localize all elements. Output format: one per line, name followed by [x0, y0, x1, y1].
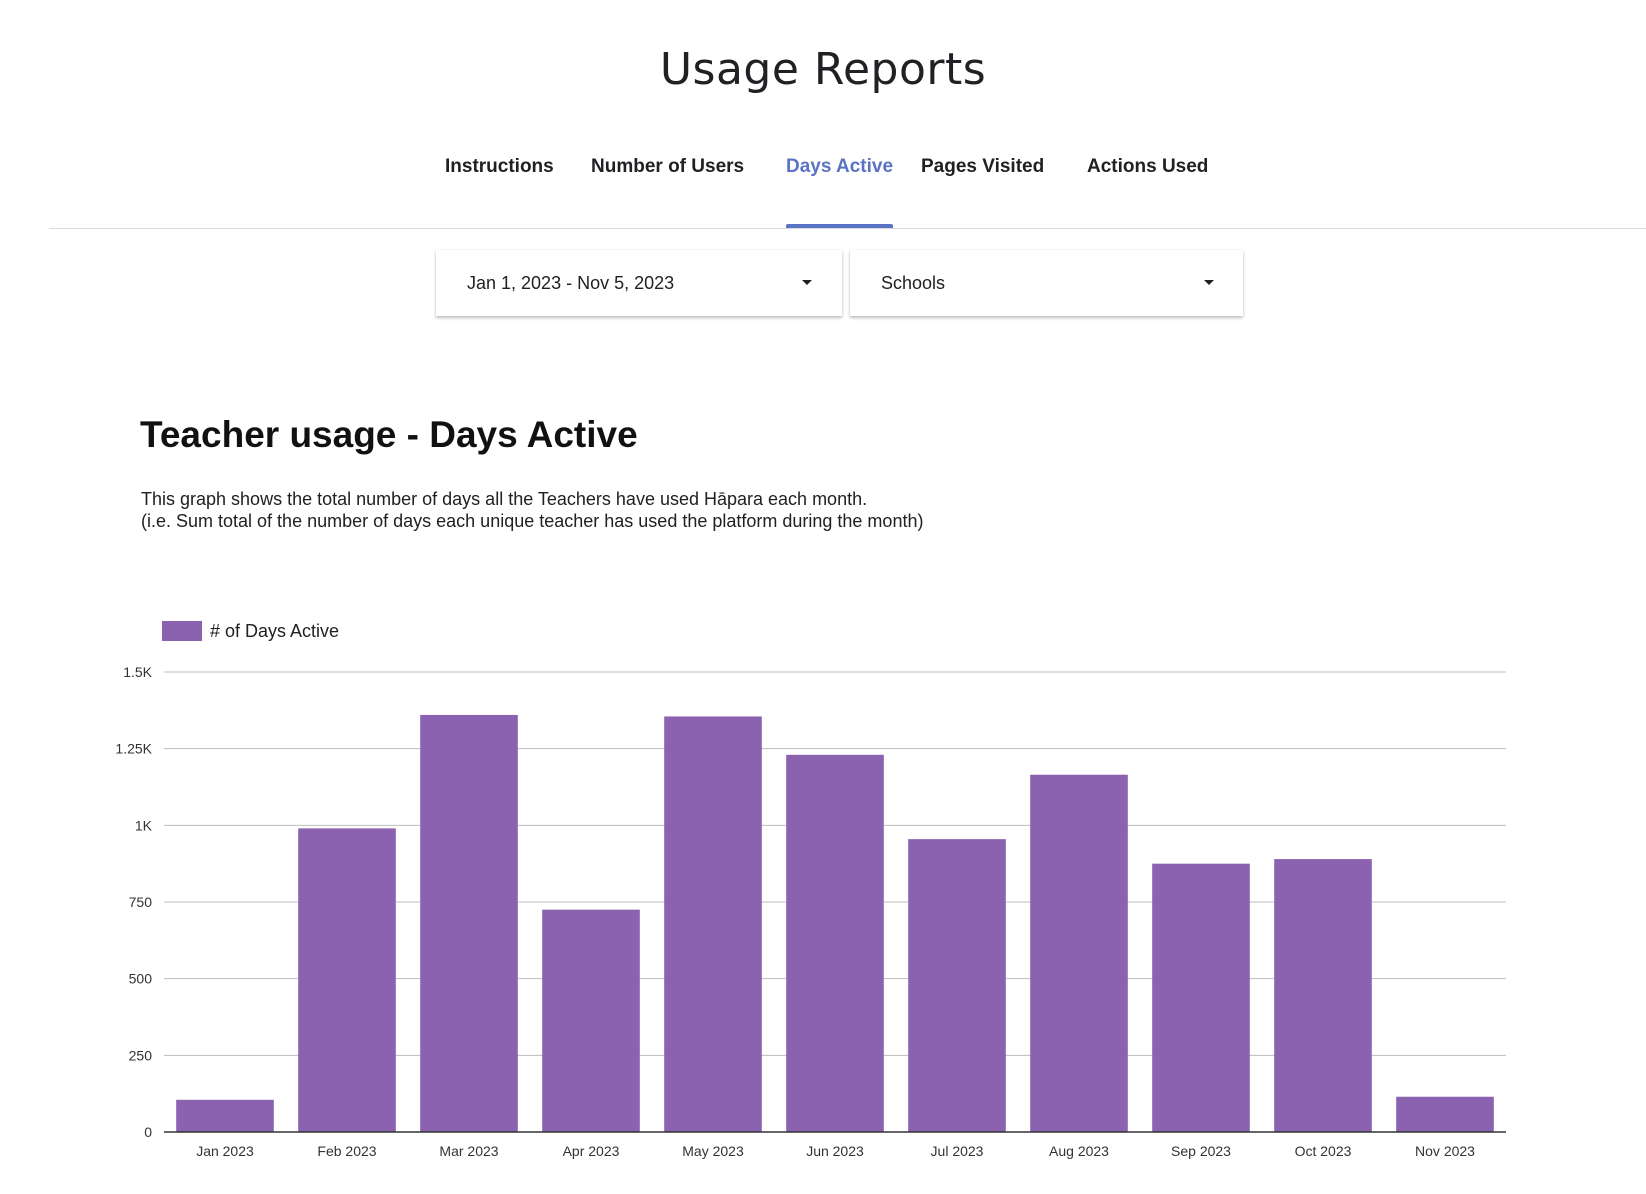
tab-label: Days Active: [786, 156, 894, 177]
x-tick-label: Mar 2023: [439, 1143, 498, 1159]
tab-label: Instructions: [445, 156, 554, 177]
y-tick-label: 0: [144, 1124, 152, 1140]
x-tick-label: Oct 2023: [1295, 1143, 1352, 1159]
y-tick-label: 750: [129, 894, 153, 910]
x-tick-label: Feb 2023: [317, 1143, 376, 1159]
tab-label: Actions Used: [1087, 156, 1209, 177]
x-tick-label: Nov 2023: [1415, 1143, 1475, 1159]
bar-chart: 0 250 500 750 1K 1.25K 1.5K Jan 2023 Feb 2023 Mar…: [100, 620, 1520, 1180]
tab-label: Pages Visited: [921, 156, 1045, 177]
tab-instructions[interactable]: Instructions: [445, 150, 554, 228]
y-tick-label: 1.5K: [123, 664, 152, 680]
x-tick-label: Aug 2023: [1049, 1143, 1109, 1159]
description-line: This graph shows the total number of day…: [141, 489, 868, 509]
date-range-select[interactable]: Jan 1, 2023 - Nov 5, 2023: [436, 250, 842, 316]
bar: [1030, 774, 1128, 1132]
bar: [1274, 859, 1372, 1132]
tab-actions-used[interactable]: Actions Used: [1087, 150, 1208, 228]
bar: [542, 909, 640, 1132]
bar: [420, 714, 518, 1132]
y-tick-label: 1K: [135, 817, 153, 833]
bar: [1396, 1096, 1494, 1132]
bar: [176, 1099, 274, 1132]
x-tick-label: Jun 2023: [806, 1143, 864, 1159]
bar: [1152, 863, 1250, 1132]
x-tick-label: May 2023: [682, 1143, 744, 1159]
x-tick-label: Sep 2023: [1171, 1143, 1231, 1159]
legend-label: # of Days Active: [210, 621, 339, 641]
tab-list: Instructions Number of Users Days Active…: [49, 150, 1646, 228]
section-title: Teacher usage - Days Active: [140, 414, 638, 455]
legend-swatch: [162, 621, 202, 641]
y-tick-label: 250: [129, 1047, 153, 1063]
scope-value: Schools: [881, 273, 946, 293]
bar: [908, 839, 1006, 1132]
tab-label: Number of Users: [591, 156, 745, 177]
y-tick-label: 1.25K: [115, 741, 152, 757]
chart-svg: 0 250 500 750 1K 1.25K 1.5K Jan 2023 Feb 2023 Mar…: [115, 621, 1506, 1159]
x-tick-label: Jul 2023: [931, 1143, 984, 1159]
scope-select[interactable]: Schools: [850, 250, 1243, 316]
tab-days-active[interactable]: Days Active: [786, 150, 894, 228]
caret-down-icon: [802, 280, 812, 285]
bar: [298, 828, 396, 1132]
bar: [786, 754, 884, 1132]
active-tab-indicator: [786, 224, 894, 228]
date-range-value: Jan 1, 2023 - Nov 5, 2023: [467, 273, 675, 293]
caret-down-icon: [1204, 280, 1214, 285]
x-tick-label: Jan 2023: [196, 1143, 254, 1159]
tab-number-of-users[interactable]: Number of Users: [591, 150, 744, 228]
y-tick-label: 500: [129, 971, 153, 987]
tab-pages-visited[interactable]: Pages Visited: [921, 150, 1044, 228]
bar: [664, 716, 762, 1132]
chart-description: This graph shows the total number of day…: [141, 488, 923, 532]
tabs-bar: Instructions Number of Users Days Active…: [49, 150, 1646, 229]
page-title: Usage Reports: [659, 44, 987, 95]
description-line: (i.e. Sum total of the number of days ea…: [141, 511, 924, 531]
x-tick-label: Apr 2023: [563, 1143, 620, 1159]
